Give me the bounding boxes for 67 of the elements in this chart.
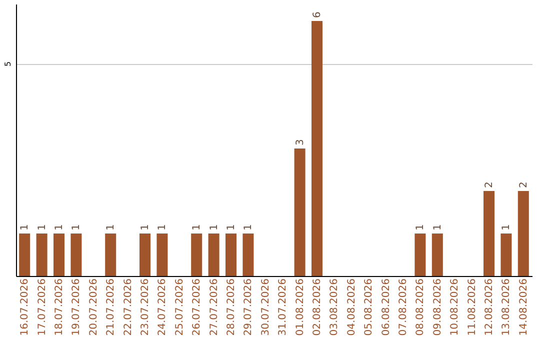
data-label: 1 [106, 224, 117, 230]
x-tick-label: 13.08.2026 [501, 278, 512, 336]
x-tick-label: 03.08.2026 [329, 278, 340, 336]
x-tick-label: 29.07.2026 [243, 278, 254, 336]
x-tick-label: 23.07.2026 [140, 278, 151, 336]
data-label: 1 [415, 224, 426, 230]
bar [225, 234, 237, 276]
bar [483, 191, 495, 276]
data-label: 1 [243, 224, 254, 230]
data-label: 6 [312, 12, 323, 18]
x-tick-label: 30.07.2026 [260, 278, 272, 336]
x-tick-label: 04.08.2026 [346, 278, 358, 336]
data-label: 1 [54, 224, 65, 230]
data-label: 1 [71, 224, 82, 230]
x-tick-label: 06.08.2026 [380, 278, 392, 336]
data-label: 1 [501, 224, 512, 230]
bar [156, 234, 168, 276]
x-tick-label: 11.08.2026 [466, 278, 478, 336]
x-tick-label: 27.07.2026 [208, 278, 220, 336]
data-label: 1 [226, 224, 237, 230]
data-label: 1 [192, 224, 203, 230]
bar [191, 234, 202, 276]
bar [53, 234, 65, 276]
x-tick-label: 19.07.2026 [71, 278, 82, 336]
data-label: 2 [518, 182, 530, 188]
data-label: 1 [208, 224, 220, 230]
data-label: 1 [140, 224, 151, 230]
x-tick-label: 05.08.2026 [364, 278, 375, 336]
x-tick-label: 10.08.2026 [450, 278, 461, 336]
bar [414, 234, 426, 276]
bar [208, 234, 220, 276]
bar [139, 234, 151, 276]
data-label: 1 [36, 224, 48, 230]
data-label: 2 [484, 182, 495, 188]
bar [518, 191, 529, 276]
data-label: 1 [157, 224, 168, 230]
x-tick-label: 12.08.2026 [484, 278, 495, 336]
bar [19, 234, 30, 276]
data-label: 1 [432, 224, 444, 230]
bar [36, 234, 48, 276]
x-tick-label: 09.08.2026 [432, 278, 444, 336]
x-tick-label: 25.07.2026 [174, 278, 186, 336]
x-tick-label: 08.08.2026 [415, 278, 426, 336]
x-tick-label: 20.07.2026 [88, 278, 100, 336]
bar [70, 234, 82, 276]
x-tick-label: 18.07.2026 [54, 278, 65, 336]
bar [432, 234, 443, 276]
x-tick-label: 26.07.2026 [192, 278, 203, 336]
bar [500, 234, 512, 276]
x-tick-label: 07.08.2026 [398, 278, 409, 336]
x-tick-label: 28.07.2026 [226, 278, 237, 336]
bar [105, 234, 116, 276]
data-label: 1 [20, 224, 31, 230]
data-label: 3 [294, 139, 306, 146]
y-tick-label: 5 [4, 61, 12, 67]
x-tick-label: 22.07.2026 [122, 278, 134, 336]
x-tick-label: 14.08.2026 [518, 278, 530, 336]
x-tick-label: 24.07.2026 [157, 278, 168, 336]
bar [311, 21, 323, 276]
bar [294, 148, 306, 276]
x-tick-label: 31.07.2026 [278, 278, 289, 336]
x-tick-label: 21.07.2026 [106, 278, 117, 336]
x-tick-label: 16.07.2026 [20, 278, 31, 336]
x-tick-label: 17.07.2026 [36, 278, 48, 336]
x-tick-label: 01.08.2026 [294, 278, 306, 336]
x-tick-label: 02.08.2026 [312, 278, 323, 336]
bar [242, 234, 254, 276]
